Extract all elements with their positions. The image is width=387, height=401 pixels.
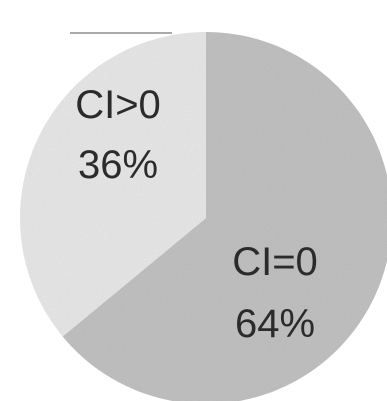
pie-slice-ci-0 [62, 32, 387, 401]
pie-slice-ci-gt-0 [20, 32, 207, 337]
slice-percent-ci-0: 64% [235, 302, 315, 346]
slice-label-ci-gt-0: CI>0 [75, 83, 161, 127]
slice-percent-ci-gt-0: 36% [78, 143, 158, 187]
slice-label-ci-0: CI=0 [232, 240, 318, 284]
